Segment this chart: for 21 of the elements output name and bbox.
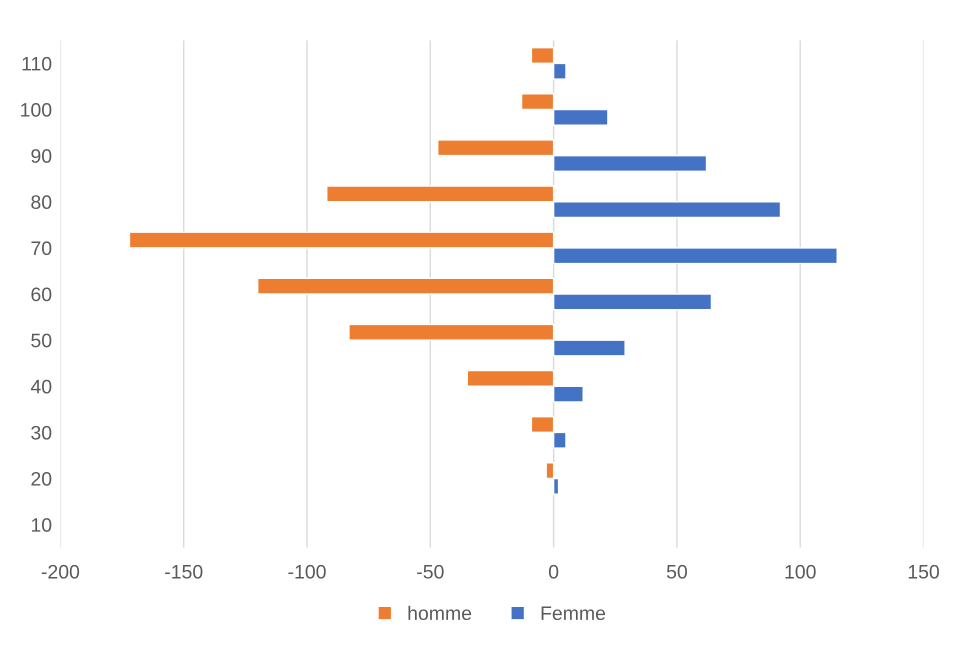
y-tick-label: 40 [30, 380, 52, 394]
x-tick-label: 100 [785, 564, 816, 579]
y-tick-label: 70 [31, 241, 52, 256]
y-tick-label: 10 [32, 518, 52, 532]
y-tick-label: 80 [31, 195, 52, 209]
y-tick-label: 50 [31, 334, 52, 348]
y-tick-label: 110 [22, 56, 52, 71]
y-tick-label: 90 [31, 149, 52, 163]
x-tick-label: -200 [42, 564, 80, 579]
x-tick-label: 150 [908, 564, 939, 579]
y-tick-label: 30 [31, 426, 52, 440]
x-tick-label: 50 [666, 564, 687, 579]
x-tick-label: -150 [165, 564, 202, 579]
x-tick-label: 0 [548, 564, 558, 579]
y-tick-label: 20 [31, 472, 52, 486]
y-tick-label: 100 [21, 102, 52, 117]
legend-label: Femme [542, 606, 606, 620]
y-tick-label: 60 [31, 287, 52, 302]
legend-label: homme [408, 606, 472, 620]
x-tick-label: -50 [417, 564, 444, 579]
x-tick-label: -100 [288, 564, 326, 579]
